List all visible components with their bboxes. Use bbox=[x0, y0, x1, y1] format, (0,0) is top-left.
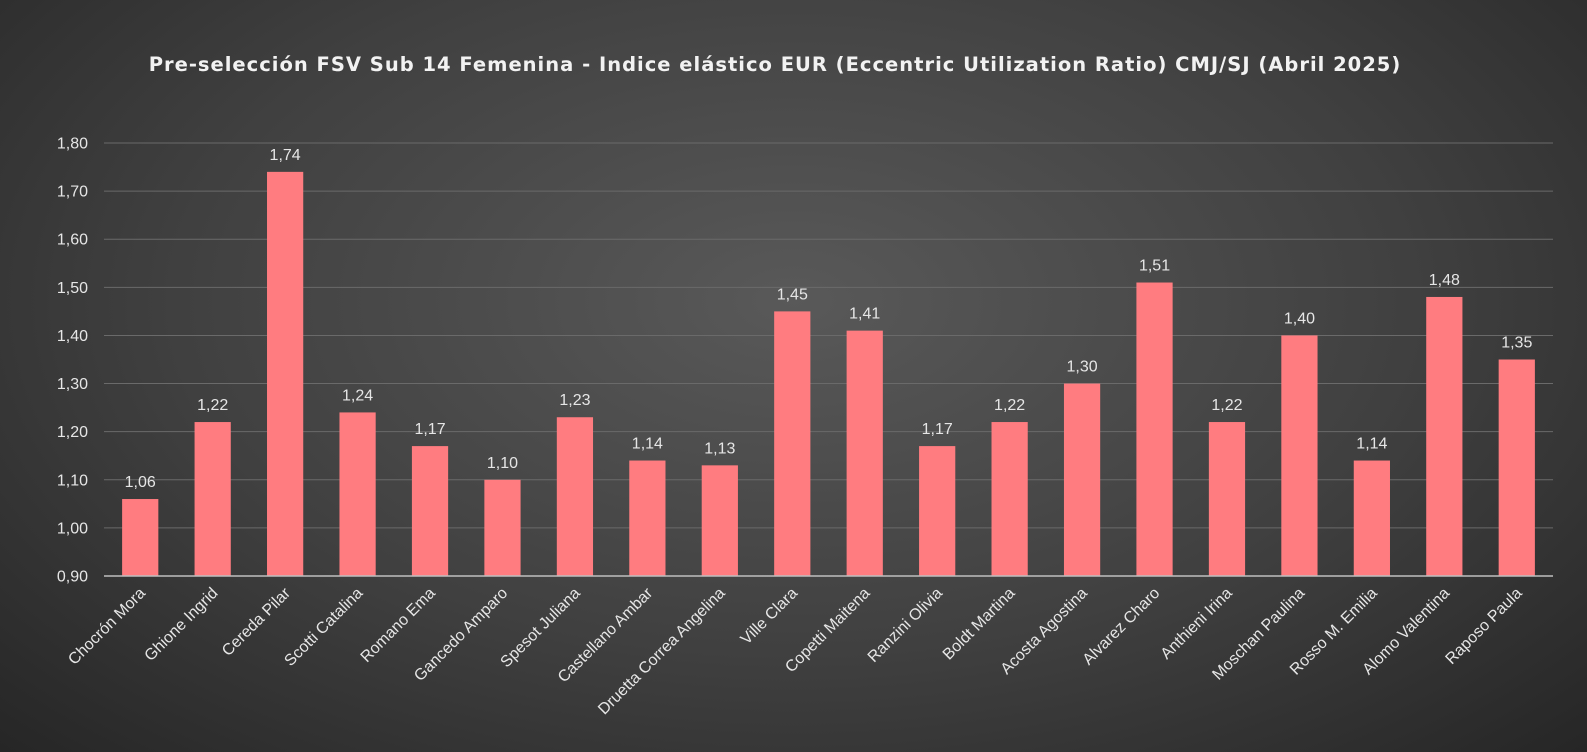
y-tick-label: 1,60 bbox=[57, 232, 88, 249]
y-tick-label: 0,90 bbox=[57, 569, 88, 586]
bar bbox=[1281, 335, 1318, 576]
data-label: 1,30 bbox=[1067, 359, 1098, 376]
x-tick-label: Ranzini Olivia bbox=[865, 585, 946, 666]
data-label: 1,06 bbox=[125, 474, 156, 491]
data-label: 1,24 bbox=[342, 387, 373, 404]
bar bbox=[1063, 383, 1101, 576]
data-label: 1,41 bbox=[849, 306, 880, 323]
x-tick-label: Ghione Ingrid bbox=[142, 585, 222, 665]
data-label: 1,22 bbox=[994, 397, 1025, 414]
x-tick-label: Anthieni Irina bbox=[1158, 585, 1236, 663]
bar bbox=[991, 422, 1028, 576]
x-tick-label: Ville Clara bbox=[738, 585, 801, 648]
data-label: 1,35 bbox=[1501, 335, 1532, 352]
bar bbox=[701, 465, 738, 576]
bar bbox=[339, 412, 376, 576]
bar bbox=[122, 499, 159, 576]
y-tick-label: 1,70 bbox=[57, 184, 88, 201]
y-tick-label: 1,50 bbox=[57, 280, 88, 297]
y-tick-label: 1,10 bbox=[57, 472, 88, 489]
x-tick-label: Boldt Martina bbox=[940, 585, 1019, 664]
bar bbox=[556, 417, 594, 576]
y-tick-label: 1,00 bbox=[57, 520, 88, 537]
data-labels: 1,06 1,22 1,74 1,24 1,17 1,10 1,23 1,14 1,13 1,45… bbox=[125, 147, 1533, 491]
x-tick-label: Alvarez Charo bbox=[1080, 585, 1164, 669]
bars bbox=[122, 171, 1535, 576]
bar bbox=[629, 460, 666, 576]
bar bbox=[267, 171, 304, 576]
bar bbox=[1208, 422, 1246, 576]
data-label: 1,51 bbox=[1139, 258, 1170, 275]
bar bbox=[774, 311, 811, 576]
data-label: 1,74 bbox=[270, 147, 301, 164]
bar bbox=[919, 446, 956, 576]
y-tick-label: 1,20 bbox=[57, 424, 88, 441]
bar bbox=[194, 422, 231, 576]
data-label: 1,45 bbox=[777, 286, 808, 303]
x-tick-label: Cereda Pilar bbox=[219, 584, 294, 659]
data-label: 1,17 bbox=[922, 421, 953, 438]
data-label: 1,22 bbox=[197, 397, 228, 414]
bar bbox=[484, 479, 521, 576]
data-label: 1,14 bbox=[1356, 436, 1387, 453]
x-tick-label: Raposo Paula bbox=[1443, 585, 1526, 668]
data-label: 1,22 bbox=[1211, 397, 1242, 414]
bar bbox=[1498, 359, 1535, 576]
x-tick-label: Druetta Correa Angelina bbox=[595, 585, 728, 718]
y-tick-label: 1,40 bbox=[57, 328, 88, 345]
data-label: 1,13 bbox=[704, 440, 735, 457]
bar bbox=[1136, 282, 1173, 576]
chart-title: Pre-selección FSV Sub 14 Femenina - Indi… bbox=[149, 53, 1402, 76]
data-label: 1,23 bbox=[559, 392, 590, 409]
data-label: 1,17 bbox=[414, 421, 445, 438]
y-tick-label: 1,80 bbox=[57, 136, 88, 153]
x-tick-label: Chocrón Mora bbox=[65, 585, 149, 669]
data-label: 1,14 bbox=[632, 436, 663, 453]
data-label: 1,40 bbox=[1284, 310, 1315, 327]
bar bbox=[1353, 460, 1390, 576]
x-tick-label: Scotti Catalina bbox=[281, 585, 366, 670]
bar bbox=[411, 446, 449, 576]
data-label: 1,10 bbox=[487, 455, 518, 472]
gridlines bbox=[104, 142, 1553, 529]
y-axis-ticks: 0,90 1,00 1,10 1,20 1,30 1,40 1,50 1,60 1,70 1,80 bbox=[57, 136, 88, 586]
x-tick-label: Romano Ema bbox=[358, 585, 439, 666]
y-tick-label: 1,30 bbox=[57, 376, 88, 393]
bar bbox=[1426, 296, 1463, 576]
data-label: 1,48 bbox=[1429, 272, 1460, 289]
bar bbox=[846, 330, 883, 576]
